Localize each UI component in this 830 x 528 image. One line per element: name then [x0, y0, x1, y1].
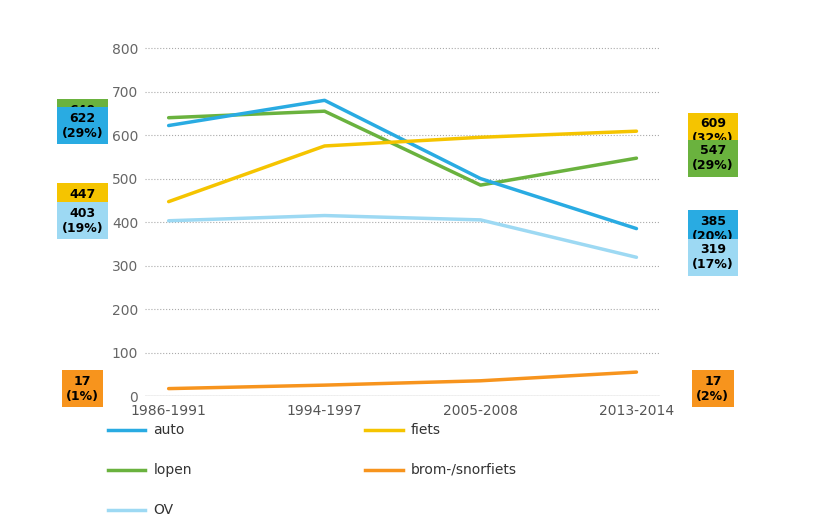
Text: 547
(29%): 547 (29%)	[692, 144, 734, 172]
Text: 640
(30%): 640 (30%)	[61, 103, 104, 131]
Text: 609
(32%): 609 (32%)	[692, 117, 734, 145]
Text: 622
(29%): 622 (29%)	[61, 111, 104, 139]
Text: 17
(2%): 17 (2%)	[696, 374, 730, 403]
Text: auto: auto	[154, 423, 185, 437]
Text: 447
(21%): 447 (21%)	[61, 187, 104, 215]
Text: 17
(1%): 17 (1%)	[66, 374, 99, 403]
Text: fiets: fiets	[411, 423, 441, 437]
Text: 385
(20%): 385 (20%)	[692, 214, 734, 242]
Text: lopen: lopen	[154, 463, 192, 477]
Text: 403
(19%): 403 (19%)	[61, 207, 104, 235]
Text: OV: OV	[154, 503, 173, 516]
Text: brom-/snorfiets: brom-/snorfiets	[411, 463, 517, 477]
Text: 319
(17%): 319 (17%)	[692, 243, 734, 271]
